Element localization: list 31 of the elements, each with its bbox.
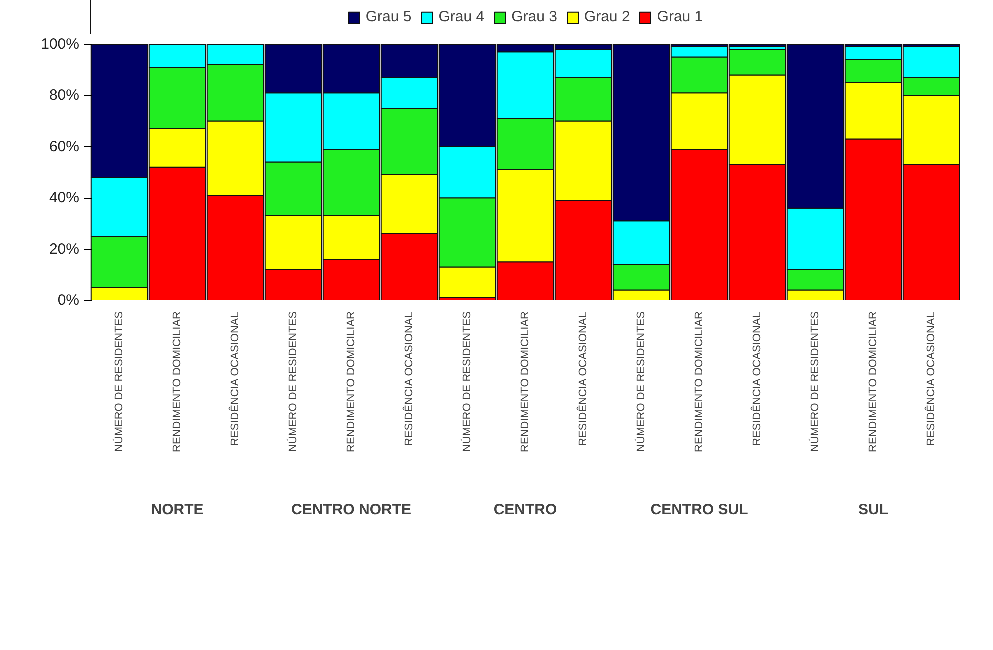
x-tick-label: RESIDÊNCIA OCASIONAL [576, 312, 590, 446]
x-tick-label: NÚMERO DE RESIDENTES [112, 311, 126, 452]
x-tick-label: RENDIMENTO DOMICILIAR [868, 311, 880, 452]
y-tick-label: 60% [49, 138, 80, 156]
legend-label: Grau 5 [366, 8, 412, 26]
x-tick-label: NÚMERO DE RESIDENTES [460, 311, 474, 452]
x-tick-label: RESIDÊNCIA OCASIONAL [228, 312, 242, 446]
y-tick-label: 0% [58, 292, 80, 309]
x-tick-label: RENDIMENTO DOMICILIAR [694, 311, 706, 452]
x-tick-label: RESIDÊNCIA OCASIONAL [750, 312, 764, 446]
y-tick-label: 20% [49, 240, 80, 258]
text: CENTRO [494, 502, 558, 518]
text: NORTE [151, 502, 204, 518]
text: CENTRO SUL [650, 502, 748, 518]
x-tick-label: RESIDÊNCIA OCASIONAL [402, 312, 416, 446]
text: SUL [858, 502, 888, 518]
legend-label: Grau 3 [512, 8, 558, 26]
x-tick-label: NÚMERO DE RESIDENTES [286, 311, 300, 452]
y-tick-label: 100% [41, 36, 80, 53]
y-tick-label: 40% [49, 190, 80, 207]
x-tick-label: RENDIMENTO DOMICILIAR [172, 311, 184, 452]
x-tick-label: NÚMERO DE RESIDENTES [808, 311, 822, 452]
x-tick-label: NÚMERO DE RESIDENTES [634, 311, 648, 452]
x-tick-label: RESIDÊNCIA OCASIONAL [924, 312, 938, 446]
legend-label: Grau 1 [657, 8, 704, 26]
x-tick-label: RENDIMENTO DOMICILIAR [520, 311, 532, 452]
text: CENTRO NORTE [292, 502, 412, 518]
legend-label: Grau 2 [584, 8, 630, 26]
legend-label: Grau 4 [438, 8, 485, 26]
y-tick-label: 80% [49, 87, 80, 104]
x-tick-label: RENDIMENTO DOMICILIAR [346, 311, 358, 452]
